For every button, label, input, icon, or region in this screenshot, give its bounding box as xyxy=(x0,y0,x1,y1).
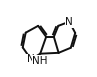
Text: N: N xyxy=(27,54,35,64)
Text: N: N xyxy=(65,17,73,27)
Text: NH: NH xyxy=(32,56,48,66)
